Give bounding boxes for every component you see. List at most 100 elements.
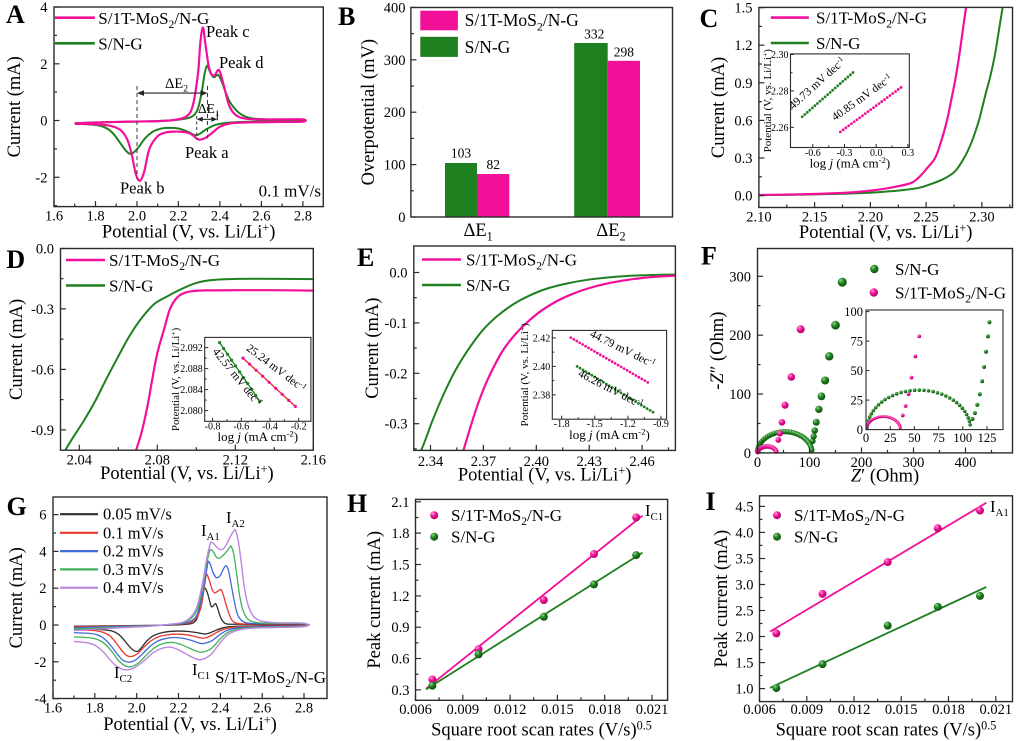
svg-text:Potential (V, vs. Li/Li+): Potential (V, vs. Li/Li+) [100,462,274,484]
svg-text:0: 0 [39,618,46,634]
svg-text:1.6: 1.6 [45,209,63,225]
svg-text:Peak a: Peak a [185,143,229,162]
svg-text:2.1: 2.1 [391,495,409,511]
svg-text:Square root scan rates (V/s)0.: Square root scan rates (V/s)0.5 [431,719,652,741]
svg-text:-0.6: -0.6 [805,148,821,159]
svg-text:2.080: 2.080 [180,406,203,417]
svg-text:1.6: 1.6 [44,701,62,717]
svg-text:-0.6: -0.6 [31,362,54,378]
svg-text:Current (mA): Current (mA) [7,299,27,400]
svg-text:D: D [6,245,25,274]
svg-text:-0.9: -0.9 [653,419,669,430]
svg-text:Current (mA): Current (mA) [363,298,383,399]
svg-text:50: 50 [908,431,921,445]
svg-text:0: 0 [40,114,47,130]
svg-text:Potential (V, vs. Li/Li+): Potential (V, vs. Li/Li+) [760,49,774,153]
svg-text:300: 300 [903,455,925,471]
svg-text:4.5: 4.5 [735,499,753,515]
svg-text:log j (mA cm-2): log j (mA cm-2) [217,429,298,444]
svg-text:2.34: 2.34 [418,454,444,470]
svg-text:-0.4: -0.4 [262,422,278,433]
svg-text:2.42: 2.42 [533,333,551,344]
svg-text:0.3: 0.3 [902,148,915,159]
svg-text:2.04: 2.04 [67,453,93,469]
svg-text:-1.5: -1.5 [587,419,603,430]
svg-text:103: 103 [451,146,472,161]
svg-text:2.0: 2.0 [128,701,146,717]
svg-text:2.28: 2.28 [771,86,789,97]
svg-text:IA1: IA1 [990,497,1009,519]
svg-text:S/N-G: S/N-G [895,260,939,279]
svg-text:2: 2 [39,581,46,597]
svg-text:B: B [338,2,355,31]
svg-text:0.0: 0.0 [734,189,752,205]
svg-text:0.3: 0.3 [734,151,752,167]
svg-text:H: H [347,489,367,518]
svg-text:4: 4 [39,544,47,560]
svg-text:ΔE1: ΔE1 [198,101,219,118]
svg-text:1.2: 1.2 [391,589,409,605]
svg-text:3.0: 3.0 [735,578,753,594]
svg-text:298: 298 [614,44,635,59]
svg-text:S/N-G: S/N-G [109,276,153,295]
svg-text:0.1 mV/s: 0.1 mV/s [259,182,321,201]
svg-text:1.8: 1.8 [86,701,104,717]
svg-text:2.6: 2.6 [252,209,270,225]
svg-text:100: 100 [384,158,406,174]
svg-text:1.0: 1.0 [735,682,753,698]
svg-text:2.20: 2.20 [858,210,883,226]
svg-text:0.0: 0.0 [36,242,54,258]
svg-text:200: 200 [384,105,406,121]
svg-text:Z′ (Ohm): Z′ (Ohm) [851,467,919,487]
svg-text:S/1T-MoS2/N-G: S/1T-MoS2/N-G [816,9,927,31]
svg-text:Peak c: Peak c [206,22,250,41]
svg-text:2.30: 2.30 [771,50,789,61]
svg-text:Potential (V, vs. Li/Li+): Potential (V, vs. Li/Li+) [517,323,531,427]
svg-text:25: 25 [851,394,864,408]
svg-text:2.4: 2.4 [211,701,230,717]
svg-text:-0.9: -0.9 [31,423,54,439]
svg-text:1.2: 1.2 [734,38,752,54]
svg-text:1.8: 1.8 [391,526,409,542]
svg-text:100: 100 [799,455,821,471]
svg-text:0.009: 0.009 [446,702,479,718]
svg-text:0.0: 0.0 [870,148,883,159]
svg-text:1.5: 1.5 [734,1,752,17]
svg-text:0.015: 0.015 [885,702,918,718]
svg-text:A: A [6,0,25,29]
svg-text:-0.6: -0.6 [233,422,249,433]
svg-text:2.8: 2.8 [294,209,312,225]
svg-text:0.015: 0.015 [541,702,574,718]
svg-text:Potential (V, vs. Li/Li+): Potential (V, vs. Li/Li+) [458,464,632,486]
svg-text:100: 100 [844,305,863,319]
svg-text:S/N-G: S/N-G [466,276,510,295]
svg-text:100: 100 [953,431,972,445]
svg-text:-0.2: -0.2 [385,366,408,382]
svg-text:E: E [357,243,374,272]
svg-text:S/N-G: S/N-G [816,34,860,53]
svg-text:2.37: 2.37 [471,454,496,470]
svg-text:0: 0 [857,423,863,437]
svg-text:0.05 mV/s: 0.05 mV/s [103,505,172,524]
svg-text:0.012: 0.012 [494,702,527,718]
svg-text:Potential (V, vs. Li/Li+): Potential (V, vs. Li/Li+) [168,327,182,431]
svg-text:2.16: 2.16 [301,453,326,469]
svg-text:2.092: 2.092 [180,343,203,354]
svg-text:Peak b: Peak b [120,179,164,198]
svg-text:S/N-G: S/N-G [465,37,511,57]
svg-text:-0.3: -0.3 [385,417,408,433]
svg-text:Peak current (mA): Peak current (mA) [365,531,385,669]
svg-text:1.8: 1.8 [86,209,104,225]
svg-text:0.018: 0.018 [588,702,621,718]
svg-text:2.08: 2.08 [145,453,170,469]
svg-text:300: 300 [384,53,406,69]
svg-text:S/N-G: S/N-G [451,528,495,547]
svg-text:50: 50 [851,364,864,378]
svg-text:0.0: 0.0 [389,266,407,282]
svg-text:0.021: 0.021 [979,702,1012,718]
svg-text:Square root scan rates (V/s)0.: Square root scan rates (V/s)0.5 [776,719,997,741]
svg-text:400: 400 [384,0,406,16]
svg-text:200: 200 [851,455,873,471]
svg-text:ΔE1: ΔE1 [463,221,492,244]
svg-text:2.40: 2.40 [533,362,551,373]
